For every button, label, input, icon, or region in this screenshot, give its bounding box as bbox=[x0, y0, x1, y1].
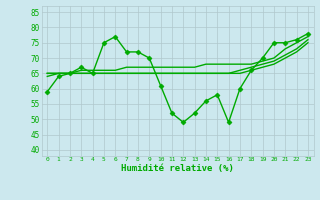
X-axis label: Humidité relative (%): Humidité relative (%) bbox=[121, 164, 234, 173]
